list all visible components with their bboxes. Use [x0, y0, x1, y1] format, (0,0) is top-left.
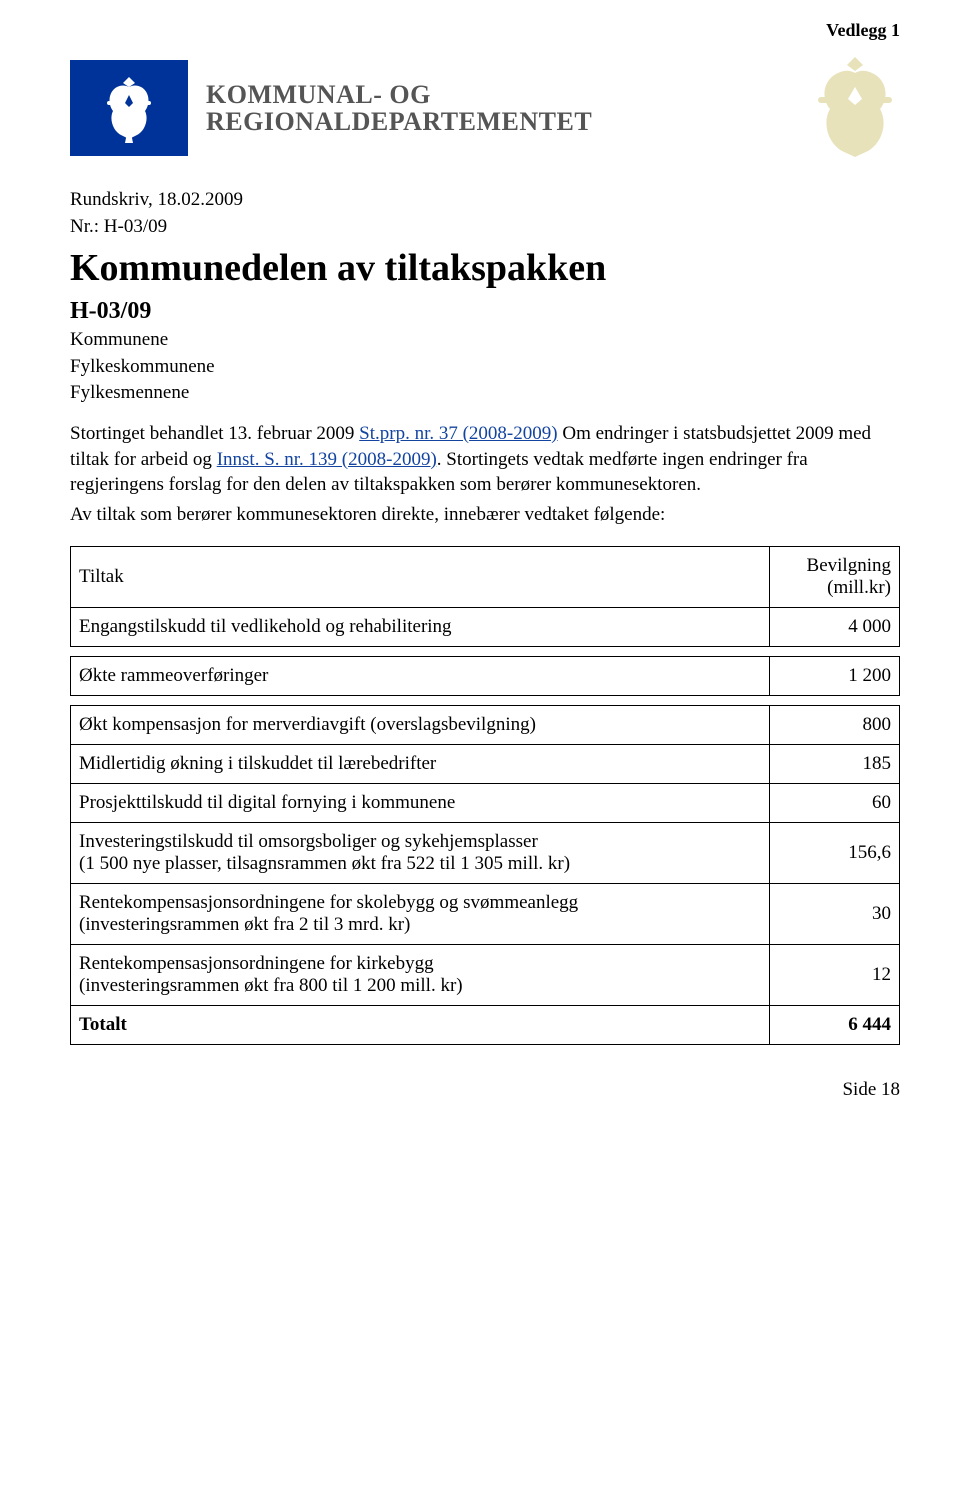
table-row: Rentekompensasjonsordningene for skoleby…	[71, 883, 900, 944]
col-bevilgning-l1: Bevilgning	[778, 555, 891, 577]
header-row: KOMMUNAL- OG REGIONALDEPARTEMENTET	[70, 53, 900, 163]
body-paragraph-1: Stortinget behandlet 13. februar 2009 St…	[70, 421, 900, 528]
row-label: Prosjekttilskudd til digital fornying i …	[71, 783, 770, 822]
table-row: Investeringstilskudd til omsorgsboliger …	[71, 822, 900, 883]
total-value: 6 444	[770, 1005, 900, 1044]
link-innst[interactable]: Innst. S. nr. 139 (2008-2009)	[217, 449, 437, 470]
rundskriv-nr: Nr.: H-03/09	[70, 214, 900, 241]
row-label: Økte rammeoverføringer	[71, 656, 770, 695]
row-value: 1 200	[770, 656, 900, 695]
lion-icon	[99, 73, 159, 143]
row-label: Økt kompensasjon for merverdiavgift (ove…	[71, 705, 770, 744]
link-stprp[interactable]: St.prp. nr. 37 (2008-2009)	[359, 423, 557, 444]
total-label: Totalt	[71, 1005, 770, 1044]
table-row: Engangstilskudd til vedlikehold og rehab…	[71, 607, 900, 646]
rundskriv-date: Rundskriv, 18.02.2009	[70, 187, 900, 214]
body-text-1a: Stortinget behandlet 13. februar 2009	[70, 423, 359, 444]
ministry-logo	[70, 60, 188, 156]
page-footer: Side 18	[70, 1079, 900, 1101]
table-row: Prosjekttilskudd til digital fornying i …	[71, 783, 900, 822]
attachment-label: Vedlegg 1	[70, 20, 900, 41]
recipient-3: Fylkesmennene	[70, 380, 900, 407]
row-label: Rentekompensasjonsordningene for skoleby…	[71, 883, 770, 944]
meta-block: Rundskriv, 18.02.2009 Nr.: H-03/09	[70, 187, 900, 240]
logo-block: KOMMUNAL- OG REGIONALDEPARTEMENTET	[70, 60, 592, 156]
row-label: Rentekompensasjonsordningene for kirkeby…	[71, 944, 770, 1005]
table-row: Økt kompensasjon for merverdiavgift (ove…	[71, 705, 900, 744]
row-value: 185	[770, 744, 900, 783]
row-value: 30	[770, 883, 900, 944]
recipients: Kommunene Fylkeskommunene Fylkesmennene	[70, 327, 900, 407]
ministry-name-line1: KOMMUNAL- OG	[206, 81, 592, 108]
table-row: Økte rammeoverføringer1 200	[71, 656, 900, 695]
col-tiltak: Tiltak	[71, 546, 770, 607]
page-title: Kommunedelen av tiltakspakken	[70, 246, 900, 290]
row-value: 156,6	[770, 822, 900, 883]
total-row: Totalt6 444	[71, 1005, 900, 1044]
recipient-1: Kommunene	[70, 327, 900, 354]
col-bevilgning-l2: (mill.kr)	[778, 577, 891, 599]
ministry-name-line2: REGIONALDEPARTEMENTET	[206, 108, 592, 135]
row-value: 800	[770, 705, 900, 744]
recipient-2: Fylkeskommunene	[70, 354, 900, 381]
row-label: Midlertidig økning i tilskuddet til lære…	[71, 744, 770, 783]
watermark-lion-icon	[810, 53, 900, 163]
row-label: Investeringstilskudd til omsorgsboliger …	[71, 822, 770, 883]
row-label: Engangstilskudd til vedlikehold og rehab…	[71, 607, 770, 646]
row-value: 12	[770, 944, 900, 1005]
sub-code: H-03/09	[70, 298, 900, 325]
body-paragraph-2: Av tiltak som berører kommunesektoren di…	[70, 502, 900, 528]
table-row: Rentekompensasjonsordningene for kirkeby…	[71, 944, 900, 1005]
col-bevilgning: Bevilgning (mill.kr)	[770, 546, 900, 607]
row-value: 60	[770, 783, 900, 822]
ministry-name: KOMMUNAL- OG REGIONALDEPARTEMENTET	[206, 81, 592, 136]
allocation-table: Tiltak Bevilgning (mill.kr) Engangstilsk…	[70, 546, 900, 1045]
table-row: Midlertidig økning i tilskuddet til lære…	[71, 744, 900, 783]
row-value: 4 000	[770, 607, 900, 646]
